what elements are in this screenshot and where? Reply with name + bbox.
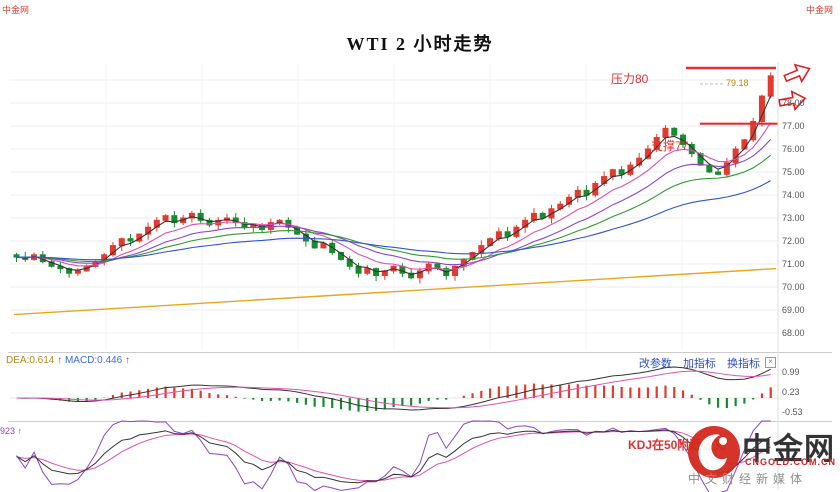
price-tick-label: 69.00: [782, 305, 805, 315]
price-tick-label: 72.00: [782, 236, 805, 246]
macd-up-arrow-icon: ↑: [124, 355, 130, 366]
macd-tick-label: -0.53: [782, 407, 803, 417]
brand-tagline: 中文财经新媒体: [688, 472, 808, 486]
change-params-link[interactable]: 改参数: [638, 358, 672, 370]
price-tick-label: 68.00: [782, 328, 805, 338]
price-tick-label: 71.00: [782, 259, 805, 269]
dea-value: DEA:0.614: [6, 355, 55, 366]
kdj-value-label: 923 ↑: [0, 426, 23, 436]
indicator-toolbar: 改参数 加指标 换指标: [560, 355, 760, 371]
price-tick-label: 73.00: [782, 213, 805, 223]
macd-tick-label: 0.23: [782, 387, 800, 397]
support-label: 支撑77: [651, 139, 689, 153]
brand-name: 中金网: [742, 433, 835, 466]
price-tick-label: 77.00: [782, 121, 805, 131]
price-tick-label: 75.00: [782, 167, 805, 177]
price-tick-label: 78.00: [782, 98, 805, 108]
brand-watermark: [686, 422, 836, 488]
add-indicator-link[interactable]: 加指标: [682, 358, 716, 370]
dea-up-arrow-icon: ↑: [57, 355, 63, 366]
panel-close-icon[interactable]: ×: [765, 357, 776, 368]
watermark-top-right: 中金网: [806, 5, 834, 15]
last-price-label: 79.18: [726, 78, 749, 88]
page-title: WTI 2 小时走势: [346, 34, 494, 54]
brand-logo-icon: [688, 426, 740, 478]
macd-tick-label: 0.99: [782, 367, 800, 377]
resistance-label: 压力80: [611, 72, 649, 86]
price-tick-label: 76.00: [782, 144, 805, 154]
brand-domain: CNGOLD.COM.CN: [745, 457, 836, 467]
switch-indicator-link[interactable]: 换指标: [727, 358, 760, 370]
macd-header: DEA:0.614 ↑ MACD:0.446 ↑: [6, 355, 130, 366]
price-tick-label: 74.00: [782, 190, 805, 200]
watermark-top-left: 中金网: [2, 5, 30, 15]
macd-value: MACD:0.446: [64, 355, 123, 366]
price-tick-label: 70.00: [782, 282, 805, 292]
